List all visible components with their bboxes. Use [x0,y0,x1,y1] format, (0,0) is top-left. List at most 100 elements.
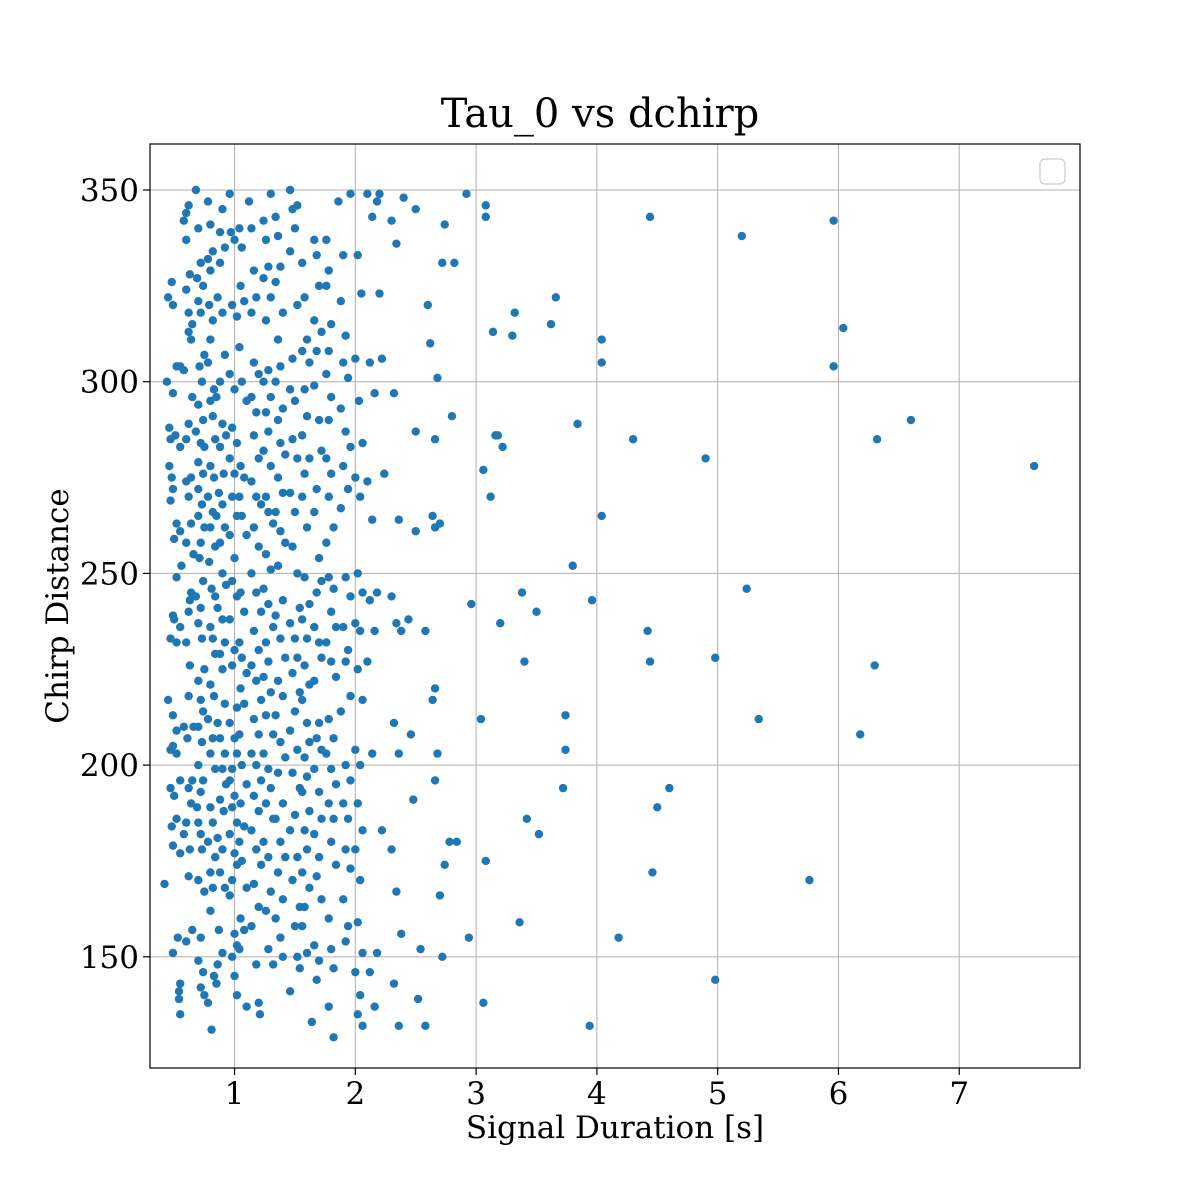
x-tick-label: 7 [949,1076,969,1112]
data-point [324,1002,333,1011]
data-point [558,783,568,793]
data-point [252,845,261,854]
data-point [166,634,175,643]
data-point [236,799,245,808]
data-point [212,392,221,402]
data-point [870,661,879,670]
data-point [285,247,295,256]
data-point [203,837,213,846]
data-point [273,768,283,777]
data-point [175,849,185,858]
data-point [314,787,324,797]
data-point [310,829,319,839]
data-point [387,216,396,225]
data-point [488,327,498,337]
data-point [310,316,319,325]
data-point [208,883,218,893]
data-point [329,814,338,823]
data-point [247,826,256,835]
data-point [754,714,763,724]
data-point [209,971,219,981]
data-point [290,507,300,517]
data-point [259,377,268,386]
data-point [175,442,185,452]
data-point [219,469,228,478]
data-point [194,818,203,827]
data-point [346,442,355,452]
data-point [225,718,234,728]
data-point [430,435,440,444]
data-point [249,523,259,532]
data-point [264,764,273,774]
data-point [520,657,529,666]
data-point [341,657,350,666]
data-point [195,362,204,371]
data-point [186,519,196,528]
data-point [194,722,203,731]
data-point [312,975,321,985]
data-point [278,799,288,808]
data-point [329,523,338,532]
data-point [208,818,218,827]
data-point [182,818,191,827]
data-point [310,507,319,517]
data-point [288,435,297,444]
data-point [285,726,295,735]
data-point [355,760,365,770]
data-point [230,849,239,858]
data-point [297,787,307,797]
data-point [196,538,205,547]
data-point [162,377,172,386]
data-point [297,431,307,440]
data-point [665,783,674,793]
data-point [206,803,215,812]
data-point [254,998,263,1008]
data-point [197,845,207,854]
data-point [214,925,224,935]
data-point [297,492,307,501]
data-point [346,592,355,601]
data-point [353,250,362,260]
data-point [167,277,176,287]
y-tick-label: 200 [80,748,139,784]
data-point [207,584,216,593]
data-point [197,737,207,747]
data-point [256,776,266,785]
data-point [225,530,234,540]
data-point [310,676,319,685]
data-point [247,477,256,486]
data-point [317,653,326,662]
data-point [240,607,249,616]
data-point [293,569,302,578]
data-point [266,688,275,697]
data-point [368,749,377,758]
data-point [208,734,218,743]
data-point [194,875,203,885]
data-point [237,377,246,386]
data-point [214,488,224,498]
data-point [389,718,399,728]
data-point [288,354,297,363]
data-point [235,638,244,647]
data-point [211,592,220,601]
data-point [278,488,288,498]
data-point [240,296,249,306]
data-point [212,511,221,521]
data-point [207,1025,216,1034]
data-point [220,350,230,360]
data-point [206,523,215,532]
data-point [197,377,207,386]
data-point [249,791,259,800]
data-point [288,768,297,777]
data-point [206,868,215,877]
data-point [177,561,186,570]
data-point [198,776,208,785]
data-point [163,293,173,302]
data-point [196,787,205,797]
data-point [353,665,362,674]
data-point [380,469,389,478]
data-point [285,185,295,195]
data-point [266,392,275,402]
data-point [829,216,838,225]
data-point [517,588,527,597]
